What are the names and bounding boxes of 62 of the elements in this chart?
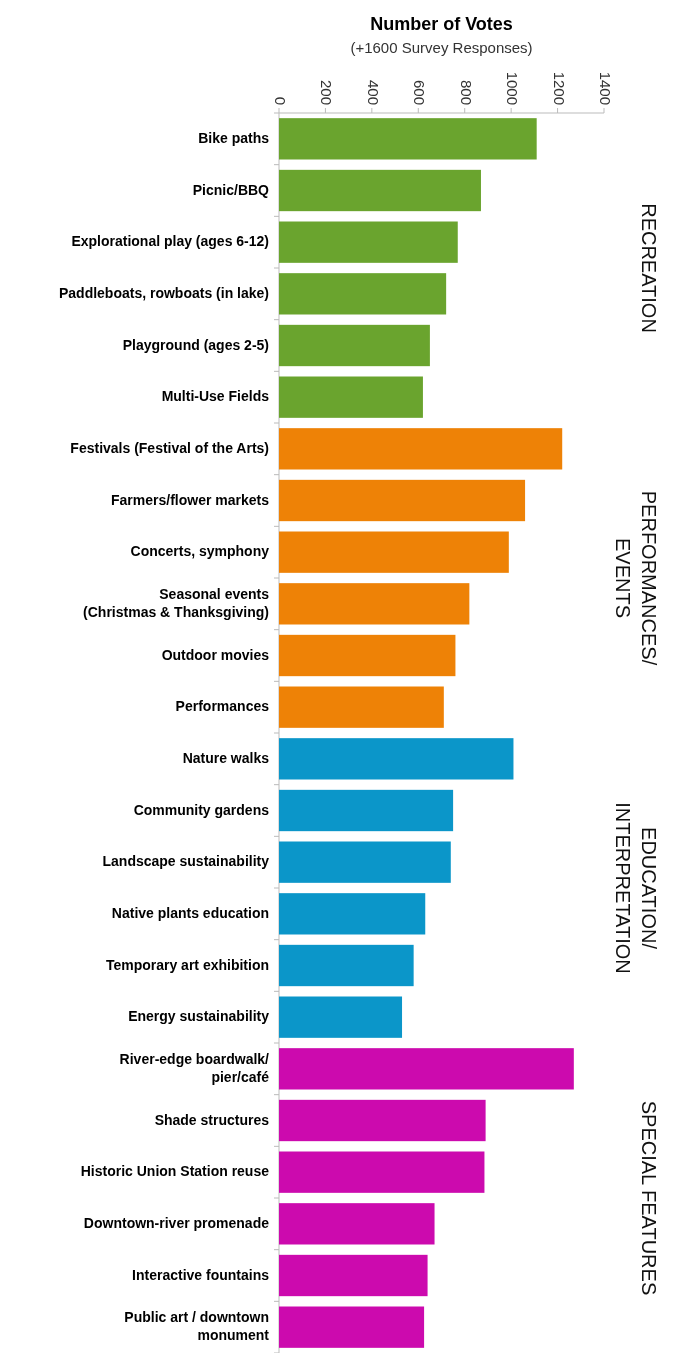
x-tick-label: 0 xyxy=(272,96,290,105)
bar xyxy=(279,996,403,1038)
x-tick-label: 1200 xyxy=(550,71,568,105)
bar xyxy=(279,376,423,418)
y-tick-label: Festivals (Festival of the Arts) xyxy=(70,439,269,456)
y-tick-label: Multi-Use Fields xyxy=(161,387,270,404)
bar xyxy=(279,1099,486,1142)
bar xyxy=(279,169,481,212)
y-tick-label: Historic Union Station reuse xyxy=(80,1162,270,1179)
bar xyxy=(279,583,470,625)
y-tick-label: Paddleboats, rowboats (in lake) xyxy=(58,284,269,301)
y-tick-label: Temporary art exhibition xyxy=(105,956,269,973)
bar xyxy=(279,944,414,987)
y-tick-label: Interactive fountains xyxy=(132,1266,270,1283)
bar xyxy=(279,531,509,573)
chart-title: Number of Votes xyxy=(370,14,513,34)
y-tick-label: Explorational play (ages 6-12) xyxy=(71,232,269,249)
bar xyxy=(279,1306,425,1348)
bar xyxy=(279,221,458,263)
bar xyxy=(279,273,447,315)
text: PERFORMANCES/ EVENTS xyxy=(612,490,660,666)
text: RECREATION xyxy=(638,203,660,333)
bar xyxy=(279,1254,428,1297)
y-tick-label: Picnic/BBQ xyxy=(192,181,270,198)
y-tick-label: Shade structures xyxy=(154,1111,270,1128)
y-tick-label: Farmers/flower markets xyxy=(111,491,270,508)
bar xyxy=(279,1203,435,1245)
bar xyxy=(279,1048,574,1090)
bar xyxy=(279,634,456,677)
y-tick-label: Bike paths xyxy=(198,129,270,146)
y-tick-label: Landscape sustainability xyxy=(102,852,270,869)
y-tick-label: Native plants education xyxy=(111,904,269,921)
y-tick-label: Downtown-river promenade xyxy=(83,1214,270,1231)
bar xyxy=(279,738,514,780)
y-tick-label: River-edge boardwalk/ pier/café xyxy=(119,1050,270,1085)
bar xyxy=(279,893,426,935)
x-tick-label: 800 xyxy=(457,79,475,105)
text: SPECIAL FEATURES xyxy=(638,1100,660,1296)
x-tick-label: 400 xyxy=(364,79,382,105)
bar xyxy=(279,841,451,883)
bar xyxy=(279,428,563,470)
y-tick-label: Community gardens xyxy=(133,801,270,818)
bar xyxy=(279,1151,485,1193)
y-tick-label: Concerts, symphony xyxy=(130,542,270,559)
bar xyxy=(279,118,537,160)
bar xyxy=(279,789,454,832)
x-tick-label: 1400 xyxy=(597,71,615,105)
y-tick-label: Performances xyxy=(175,697,270,714)
chart-subtitle: (+1600 Survey Responses) xyxy=(350,39,533,56)
y-tick-label: Outdoor movies xyxy=(161,646,270,663)
y-tick-label: Energy sustainability xyxy=(128,1007,270,1024)
x-tick-label: 1000 xyxy=(504,71,522,105)
y-tick-label: Playground (ages 2-5) xyxy=(122,336,269,353)
y-tick-label: Nature walks xyxy=(182,749,270,766)
x-tick-label: 200 xyxy=(318,79,336,105)
bar xyxy=(279,324,430,367)
bar xyxy=(279,479,526,522)
text: EDUCATION/ INTERPRETATION xyxy=(612,802,660,974)
x-tick-label: 600 xyxy=(411,79,429,105)
bar xyxy=(279,686,444,728)
y-tick-label: Public art / downtown monument xyxy=(124,1308,270,1343)
y-tick-label: Seasonal events (Christmas & Thanksgiving) xyxy=(83,585,270,620)
